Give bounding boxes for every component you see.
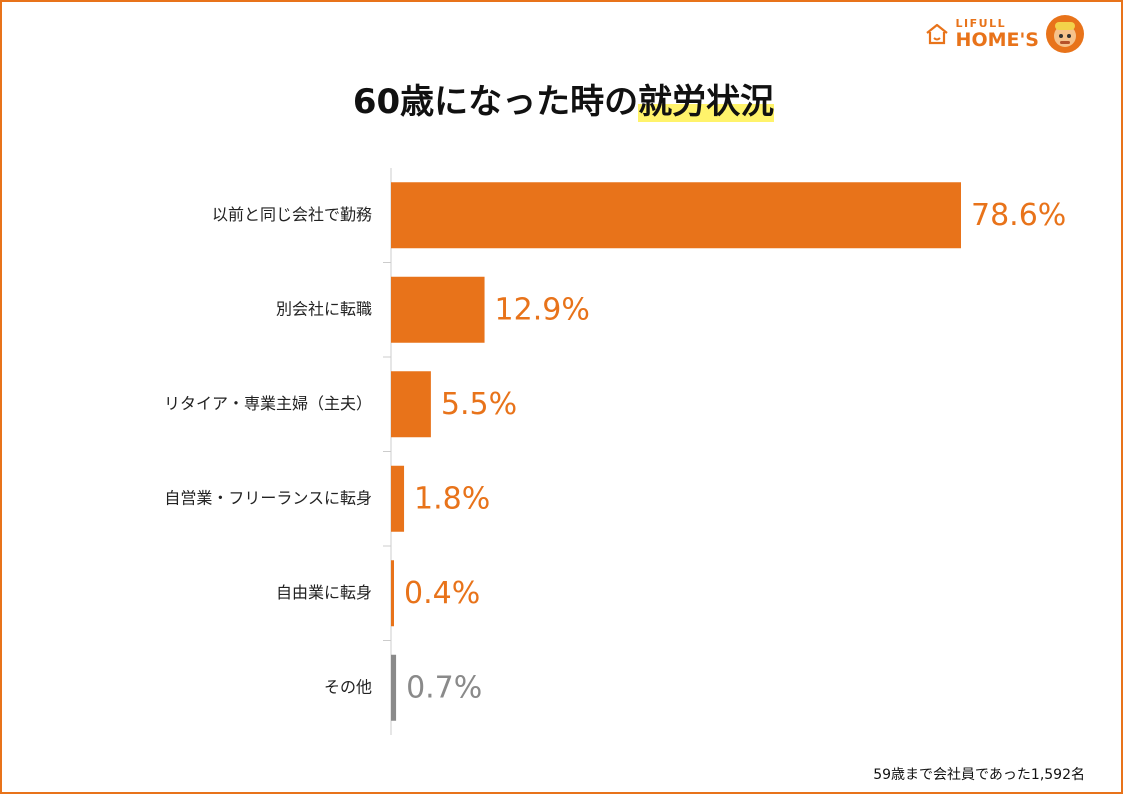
bar — [391, 276, 485, 343]
title-highlight: 就労状況 — [638, 82, 775, 122]
value-label: 78.6% — [971, 198, 1066, 233]
bar — [391, 371, 431, 438]
house-icon — [925, 23, 948, 45]
bar — [391, 182, 961, 249]
logo-brand-top: LIFULL — [955, 17, 1007, 30]
chart-title: 60歳になった時の就労状況 — [2, 74, 1123, 123]
value-label: 5.5% — [441, 387, 517, 422]
category-label: 自営業・フリーランスに転身 — [164, 488, 372, 507]
category-label: 以前と同じ会社で勤務 — [212, 205, 372, 224]
title-prefix: 60歳になった時の — [352, 82, 639, 122]
brand-logo: LIFULL HOME'S — [924, 14, 1085, 54]
value-label: 0.4% — [404, 576, 480, 611]
value-label: 0.7% — [406, 670, 482, 705]
bar — [391, 560, 394, 627]
category-label: 別会社に転職 — [276, 299, 372, 318]
bar — [391, 465, 405, 532]
value-label: 1.8% — [414, 481, 490, 516]
mascot-icon — [1046, 15, 1084, 53]
category-label: リタイア・専業主婦（主夫） — [164, 394, 372, 413]
category-label: その他 — [324, 677, 372, 696]
value-label: 12.9% — [495, 292, 590, 327]
bar — [391, 654, 397, 721]
logo-brand-bottom: HOME'S — [955, 29, 1039, 51]
category-label: 自由業に転身 — [276, 583, 372, 602]
bars-group: 以前と同じ会社で勤務 78.6% 別会社に転職 12.9% リタイア・専業主婦（主夫） 5… — [164, 168, 1066, 735]
sample-note: 59歳まで会社員であった1,592名 — [873, 767, 1085, 783]
